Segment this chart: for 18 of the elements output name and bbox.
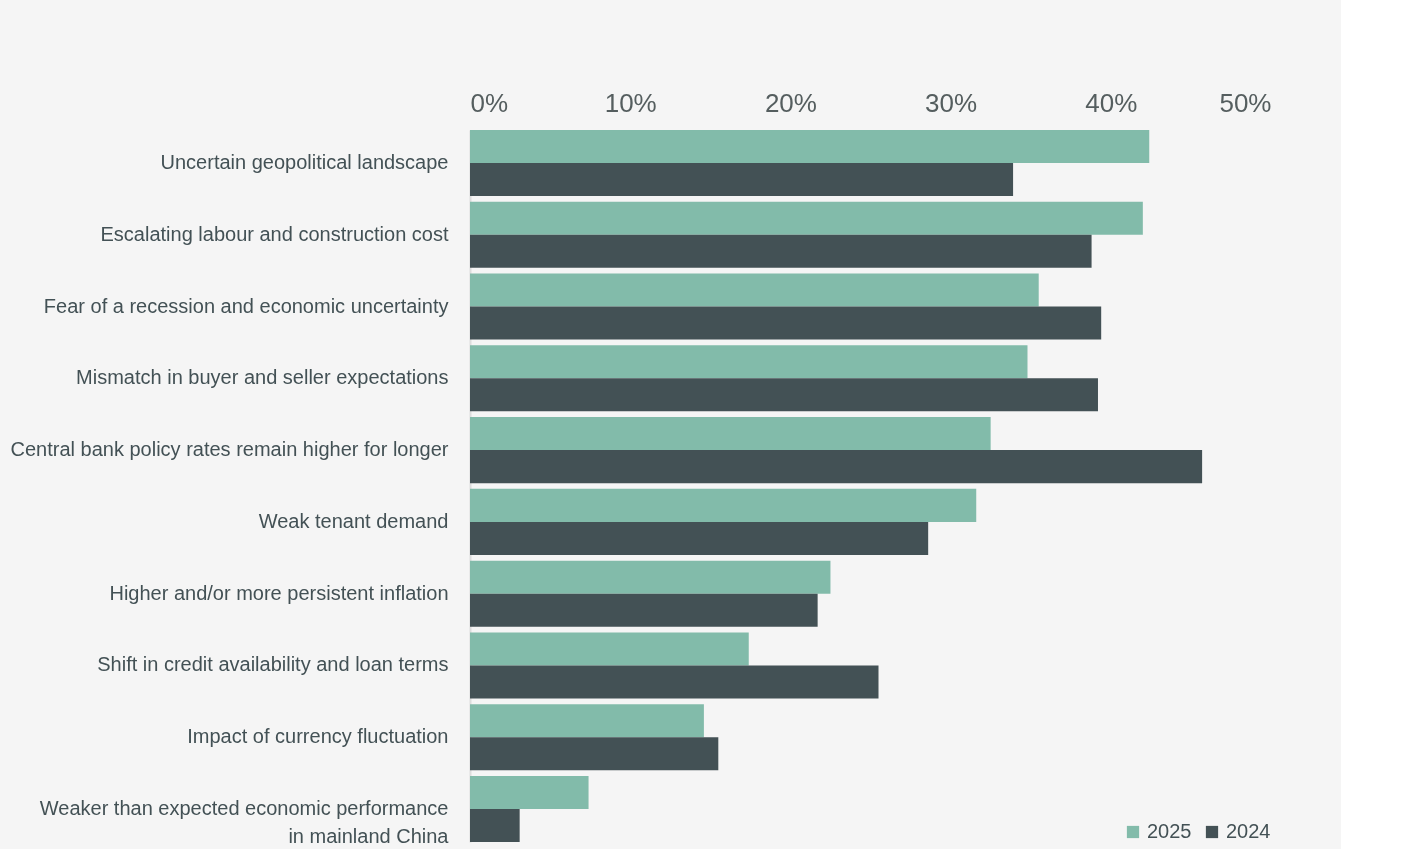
x-tick-label: 20% — [764, 87, 817, 118]
y-tick-label: Weaker than expected economic performance in mainland China — [39, 796, 450, 847]
y-tick-label: Fear of a recession and economic uncertainty — [43, 294, 449, 317]
y-tick-label: Central bank policy rates remain higher for longer — [10, 438, 449, 461]
x-tick-label: 30% — [925, 87, 978, 118]
x-tick-label: 50% — [1219, 87, 1272, 118]
y-tick-label: Weak tenant demand — [258, 509, 449, 532]
x-tick-label: 40% — [1085, 87, 1138, 118]
x-tick-label: 10% — [604, 87, 657, 118]
y-tick-label: Escalating labour and construction cost — [100, 222, 449, 245]
legend-label: 2024 — [1226, 820, 1271, 842]
y-tick-label: Mismatch in buyer and seller expectations — [76, 366, 449, 389]
y-tick-label: Impact of currency fluctuation — [187, 725, 449, 748]
x-tick-label: 0% — [470, 87, 509, 118]
legend-label: 2025 — [1147, 820, 1192, 842]
y-tick-label: Uncertain geopolitical landscape — [160, 151, 449, 174]
y-tick-label: Higher and/or more persistent inflation — [109, 581, 449, 604]
y-tick-label: Shift in credit availability and loan terms — [97, 653, 449, 676]
